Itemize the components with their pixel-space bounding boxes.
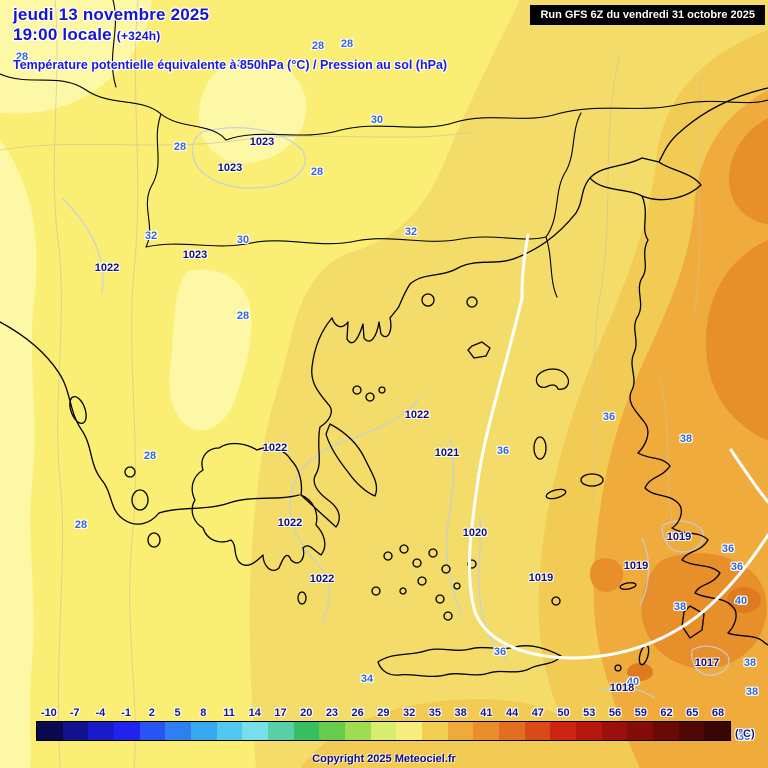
map-header: jeudi 13 novembre 2025 19:00 locale (+32… — [13, 5, 447, 72]
colorbar-tick: 50 — [557, 707, 570, 719]
colorbar-tick: -10 — [40, 707, 57, 719]
colorbar-segment — [191, 722, 217, 740]
colorbar-tick: 11 — [223, 707, 235, 719]
run-info-text: Run GFS 6Z du vendredi 31 octobre 2025 — [540, 9, 755, 21]
colorbar-tick: 38 — [454, 707, 467, 719]
colorbar-segment — [37, 722, 63, 740]
colorbar-tick: -4 — [95, 707, 106, 719]
colorbar-tick: 56 — [608, 707, 622, 719]
colorbar-tick: 53 — [583, 707, 596, 719]
colorbar-tick: 29 — [377, 707, 390, 719]
colorbar-bar — [36, 721, 731, 741]
local-time-text: 19:00 locale — [13, 25, 112, 44]
colorbar-segment — [268, 722, 294, 740]
colorbar-segment — [396, 722, 423, 740]
colorbar-tick: 65 — [686, 707, 699, 719]
coastline-layer — [0, 0, 768, 678]
colorbar-segment — [524, 722, 551, 740]
colorbar-segment — [576, 722, 602, 740]
colorbar-segment — [293, 722, 320, 740]
colorbar-tick: 8 — [200, 707, 207, 719]
colorbar: -10 -7 -4 -1 2 5 8 11 14 17 20 23 26 29 32 35 38 41 44 47 50… — [36, 707, 755, 741]
colorbar-segment — [139, 722, 166, 740]
colorbar-segment — [704, 722, 731, 740]
colorbar-tick: -7 — [69, 707, 80, 719]
colorbar-segment — [370, 722, 397, 740]
colorbar-tick: 26 — [351, 707, 364, 719]
colorbar-segment — [242, 722, 269, 740]
colorbar-tick: 23 — [325, 707, 339, 719]
colorbar-segment — [319, 722, 346, 740]
run-info-box: Run GFS 6Z du vendredi 31 octobre 2025 — [530, 5, 765, 25]
colorbar-segment — [627, 722, 654, 740]
colorbar-ticks: -10 -7 -4 -1 2 5 8 11 14 17 20 23 26 29 32 35 38 41 44 47 50… — [36, 707, 731, 719]
colorbar-segment — [678, 722, 705, 740]
colorbar-segment — [62, 722, 89, 740]
forecast-offset-text: (+324h) — [116, 29, 161, 43]
colorbar-tick: 62 — [660, 707, 673, 719]
colorbar-segment — [88, 722, 115, 740]
colorbar-segment — [447, 722, 474, 740]
colorbar-tick: 68 — [711, 707, 725, 719]
colorbar-segment — [165, 722, 192, 740]
colorbar-tick: 17 — [274, 707, 287, 719]
colorbar-tick: 32 — [403, 707, 416, 719]
colorbar-tick: 35 — [428, 707, 441, 719]
colorbar-segment — [550, 722, 577, 740]
colorbar-tick: 44 — [505, 707, 519, 719]
copyright-text: Copyright 2025 Meteociel.fr — [312, 753, 456, 765]
colorbar-tick: 20 — [300, 707, 313, 719]
colorbar-segment — [473, 722, 500, 740]
colorbar-tick: 5 — [174, 707, 181, 719]
colorbar-segment — [499, 722, 525, 740]
colorbar-tick: 14 — [248, 707, 261, 719]
contour-lines — [0, 0, 703, 768]
colorbar-segment — [114, 722, 140, 740]
colorbar-segment — [216, 722, 243, 740]
colorbar-tick: 2 — [148, 707, 155, 719]
bold-isobar-layer — [467, 233, 768, 660]
colorbar-tick: 47 — [531, 707, 544, 719]
colorbar-segment — [422, 722, 448, 740]
colorbar-tick: 59 — [634, 707, 647, 719]
date-text: jeudi 13 novembre 2025 — [13, 5, 210, 24]
colorbar-tick: -1 — [121, 707, 131, 719]
colorbar-segment — [601, 722, 628, 740]
time-text: 19:00 locale (+324h) — [13, 25, 447, 45]
colorbar-segment — [653, 722, 679, 740]
isobar-lines — [61, 127, 730, 699]
colorbar-tick: 41 — [480, 707, 493, 719]
map-subtitle: Température potentielle équivalente à 85… — [13, 58, 448, 72]
colorbar-unit: (°C) — [735, 728, 755, 740]
colorbar-segment — [345, 722, 371, 740]
